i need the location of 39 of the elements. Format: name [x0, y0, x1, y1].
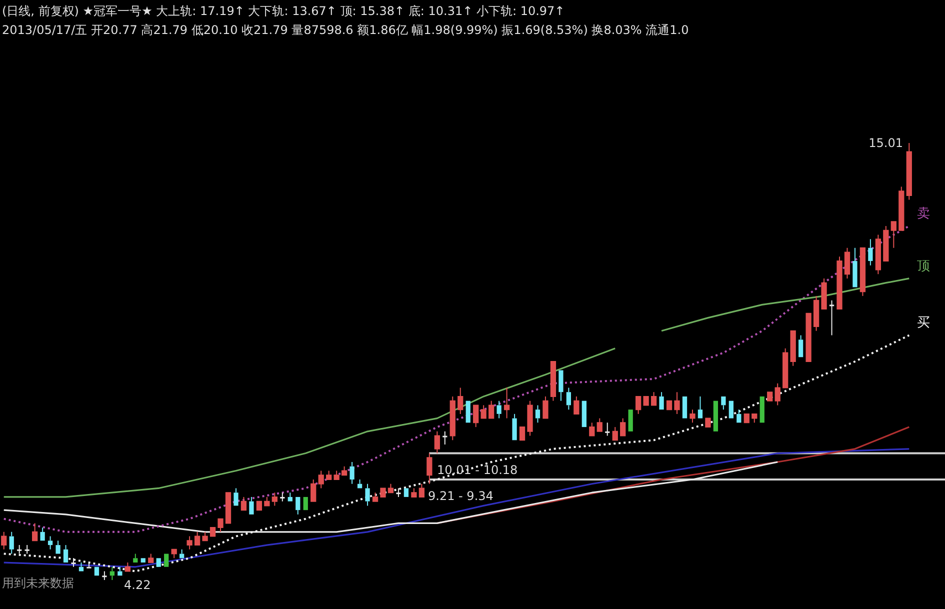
candlestick — [736, 409, 742, 423]
annotation: 9.21 - 9.34 — [428, 489, 494, 504]
candlestick — [829, 300, 834, 336]
candlestick — [659, 392, 664, 410]
candlestick — [798, 334, 804, 358]
candlestick — [442, 430, 448, 446]
candlestick — [721, 396, 726, 410]
chart-subtitle: 2013/05/17/五 开20.77 高21.79 低20.10 收21.79 量87598.6 额1.86亿 幅1.98(9.99%) 振1.69(8.53%) 换8.03% 流通1.0 — [2, 22, 689, 39]
candlestick — [86, 562, 92, 568]
candlestick — [605, 422, 610, 436]
candlestick — [852, 247, 858, 288]
candlestick — [9, 531, 14, 554]
series-label: 卖 — [917, 206, 930, 222]
candlestick — [558, 370, 564, 402]
candlestick — [133, 553, 138, 563]
series-label: 顶 — [917, 258, 930, 274]
candlestick — [40, 527, 45, 541]
candlestick — [350, 462, 354, 484]
candlestick — [249, 496, 254, 514]
candlestick — [78, 562, 84, 572]
candlestick — [234, 488, 238, 506]
candlestick — [566, 387, 572, 410]
candlestick — [63, 544, 68, 563]
candlestick — [496, 400, 502, 419]
candlestick — [56, 540, 60, 554]
annotation: 用到未来数据 — [2, 576, 74, 590]
annotation: 10.01 - 10.18 — [437, 463, 518, 478]
candlestick — [48, 536, 53, 550]
annotation: 15.01 — [868, 136, 903, 150]
candlestick — [868, 238, 873, 266]
candlestick — [365, 483, 370, 506]
candlestick — [288, 492, 292, 502]
chart-title: (日线, 前复权) ★冠军一号★ 大上轨: 17.19↑ 大下轨: 13.67↑ 顶: 15.38↑ 底: 10.31↑ 小下轨: 10.97↑ — [2, 3, 565, 20]
annotation: 4.22 — [124, 578, 151, 592]
candlestick — [296, 496, 300, 515]
candlestick — [698, 396, 703, 418]
candlestick — [535, 404, 540, 424]
candlestick — [512, 413, 517, 440]
series-label: 买 — [917, 316, 930, 331]
